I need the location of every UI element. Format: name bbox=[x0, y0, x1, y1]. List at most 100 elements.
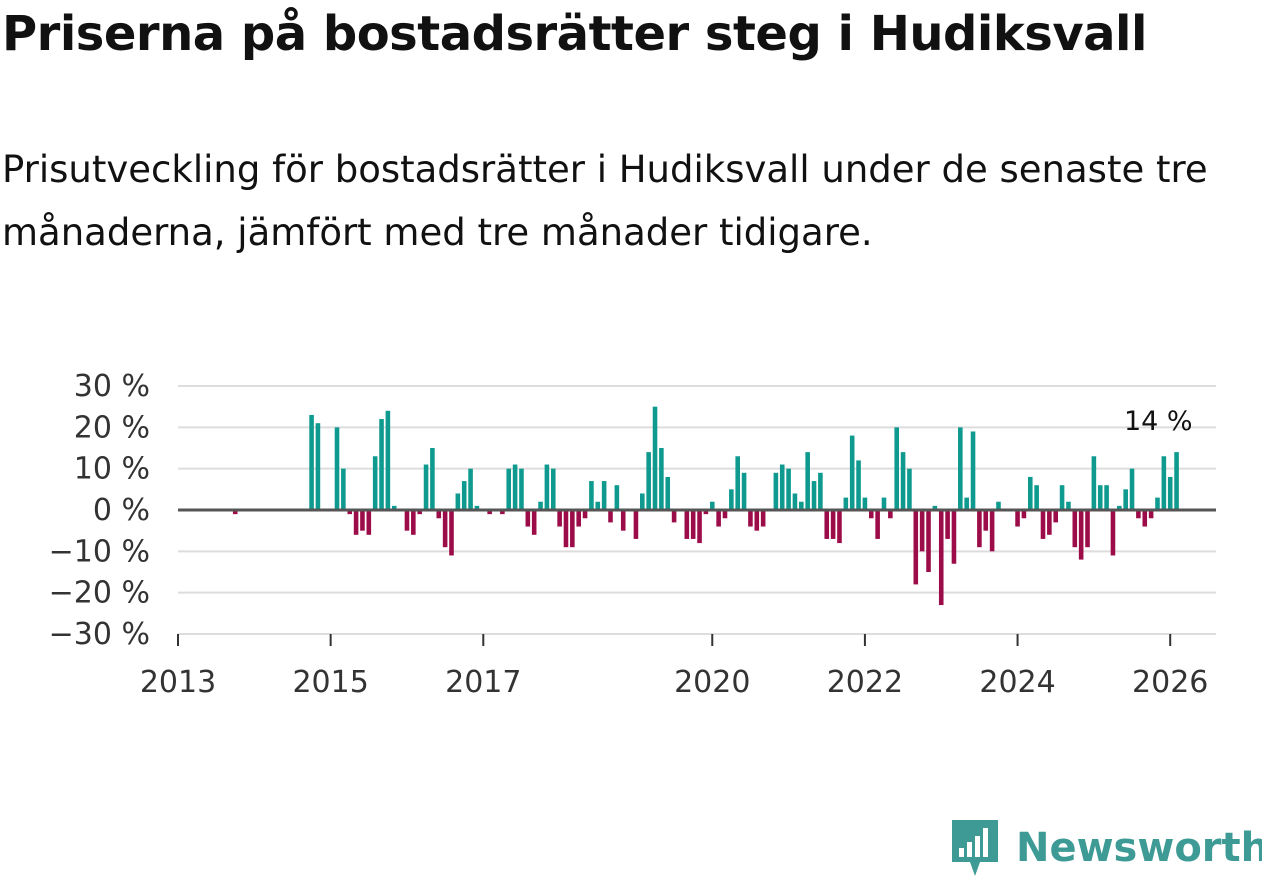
bar bbox=[1059, 485, 1065, 510]
bar bbox=[1110, 510, 1116, 556]
bar bbox=[341, 468, 346, 510]
bar bbox=[919, 510, 925, 552]
y-tick-label: 20 % bbox=[74, 410, 150, 445]
bar bbox=[372, 456, 378, 510]
bar bbox=[404, 510, 410, 531]
bar bbox=[888, 510, 893, 519]
bar bbox=[595, 501, 601, 510]
bar bbox=[1136, 510, 1141, 519]
bar bbox=[430, 448, 435, 510]
bar bbox=[659, 448, 664, 510]
bar bbox=[983, 510, 989, 531]
bar bbox=[913, 510, 919, 585]
bar-series bbox=[232, 406, 1179, 606]
bar bbox=[951, 510, 957, 564]
y-tick-label: 10 % bbox=[74, 452, 150, 487]
bar bbox=[442, 510, 448, 548]
bar bbox=[1015, 510, 1020, 527]
y-tick-label: −20 % bbox=[49, 576, 150, 611]
bar bbox=[1027, 476, 1033, 510]
bar bbox=[881, 497, 887, 510]
x-tick-label: 2022 bbox=[827, 665, 903, 700]
bar bbox=[519, 468, 524, 510]
x-tick-label: 2024 bbox=[979, 665, 1055, 700]
bar bbox=[716, 510, 721, 527]
bar bbox=[550, 468, 556, 510]
bar bbox=[1167, 476, 1173, 510]
bar bbox=[1047, 510, 1052, 535]
bar bbox=[436, 510, 442, 519]
bar bbox=[411, 510, 416, 535]
bar bbox=[652, 406, 658, 510]
bar bbox=[576, 510, 581, 527]
bar bbox=[1066, 501, 1071, 510]
brand-name: Newsworthy bbox=[1016, 825, 1262, 871]
bar bbox=[646, 452, 651, 510]
bar bbox=[468, 468, 473, 510]
bar bbox=[754, 510, 760, 531]
bar bbox=[741, 472, 747, 510]
bar bbox=[620, 510, 626, 531]
bar bbox=[703, 510, 709, 515]
bar bbox=[748, 510, 753, 527]
bar bbox=[779, 464, 785, 510]
bar bbox=[512, 464, 518, 510]
bar bbox=[958, 427, 963, 510]
bar bbox=[875, 510, 880, 539]
bar bbox=[385, 410, 391, 510]
bar bbox=[1021, 510, 1027, 519]
bar bbox=[1161, 456, 1167, 510]
bar bbox=[366, 510, 372, 535]
bar bbox=[315, 423, 321, 510]
bar bbox=[792, 493, 798, 510]
bar bbox=[461, 481, 467, 510]
bar bbox=[773, 472, 779, 510]
bar bbox=[926, 510, 931, 572]
bar bbox=[665, 476, 671, 510]
bar bbox=[474, 505, 480, 510]
bar bbox=[360, 510, 365, 531]
bar bbox=[531, 510, 537, 535]
bar bbox=[1148, 510, 1154, 519]
bar bbox=[1034, 485, 1039, 510]
bar bbox=[1040, 510, 1046, 539]
x-tick-label: 2026 bbox=[1132, 665, 1208, 700]
bar bbox=[709, 501, 715, 510]
bar bbox=[989, 510, 995, 552]
last-value-label: 14 % bbox=[1124, 406, 1193, 437]
bar bbox=[1072, 510, 1078, 548]
bar bbox=[729, 489, 734, 510]
bar bbox=[1091, 456, 1097, 510]
bar bbox=[1142, 510, 1148, 527]
y-tick-label: −10 % bbox=[49, 534, 150, 569]
bar bbox=[1085, 510, 1090, 548]
bar bbox=[1129, 468, 1135, 510]
bar bbox=[1053, 510, 1059, 523]
y-tick-label: 0 % bbox=[93, 493, 150, 528]
bar bbox=[1155, 497, 1160, 510]
bar bbox=[334, 427, 340, 510]
bar bbox=[722, 510, 728, 519]
bar bbox=[996, 501, 1001, 510]
x-tick-label: 2020 bbox=[674, 665, 750, 700]
bar bbox=[1097, 485, 1103, 510]
bar bbox=[830, 510, 836, 539]
bar bbox=[353, 510, 359, 535]
bar bbox=[862, 497, 868, 510]
bar bbox=[455, 493, 461, 510]
y-axis-ticks: 30 % 20 % 10 % 0 % −10 % −20 % −30 % bbox=[49, 369, 150, 652]
bar bbox=[977, 510, 982, 548]
bar bbox=[525, 510, 531, 527]
bar bbox=[232, 510, 238, 515]
bar bbox=[487, 510, 492, 515]
bar bbox=[690, 510, 696, 539]
x-tick-label: 2015 bbox=[292, 665, 368, 700]
bar bbox=[856, 460, 861, 510]
bar bbox=[818, 472, 823, 510]
page-subtitle: Prisutveckling för bostadsrätter i Hudik… bbox=[2, 148, 1208, 254]
bar bbox=[735, 456, 740, 510]
bar bbox=[601, 481, 607, 510]
bar bbox=[1078, 510, 1084, 560]
bar bbox=[309, 414, 314, 510]
page-title: Priserna på bostadsrätter steg i Hudiksv… bbox=[2, 6, 1147, 62]
